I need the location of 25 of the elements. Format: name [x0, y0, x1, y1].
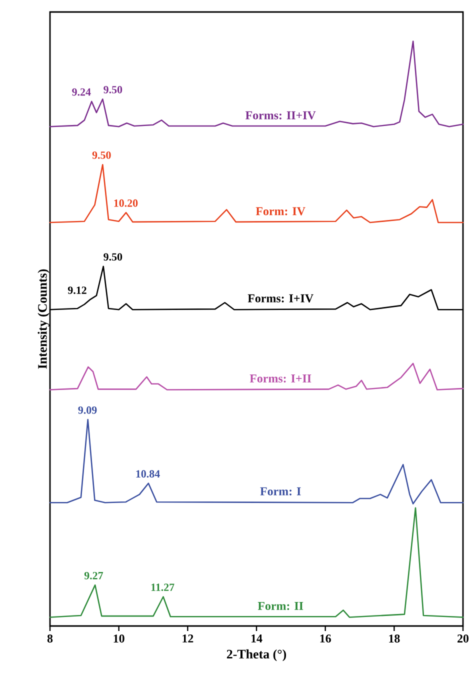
x-axis-title: 2-Theta (°) [226, 649, 286, 662]
annotation: 11.27 [151, 584, 174, 592]
y-axis-title: Intensity (Counts) [38, 269, 50, 369]
annotation: 9.09 [78, 406, 97, 414]
x-tick-label: 14 [251, 634, 262, 642]
annotation: 9.50 [92, 151, 111, 159]
x-tick-label: 12 [182, 634, 194, 642]
x-tick-label: 8 [47, 634, 53, 643]
series-label: Forms: I+IV [248, 294, 314, 302]
annotation: 9.50 [104, 86, 122, 94]
series-label: Form: II [258, 602, 304, 610]
x-tick-label: 20 [458, 634, 469, 643]
series-label: Form: IV [256, 207, 306, 216]
x-tick-label: 10 [114, 634, 124, 643]
annotation: 9.12 [68, 286, 86, 294]
series-label: Forms: II+IV [246, 111, 316, 120]
series-label: Form: I [260, 487, 301, 496]
annotation: 10.20 [114, 199, 138, 207]
annotation: 9.27 [84, 572, 104, 580]
annotation: 10.84 [136, 470, 160, 478]
annotation: 9.24 [72, 88, 91, 96]
x-tick-label: 18 [389, 634, 400, 643]
series-label: Forms: I+II [250, 374, 312, 383]
annotation: 9.50 [104, 253, 122, 261]
x-tick-label: 16 [320, 634, 331, 643]
